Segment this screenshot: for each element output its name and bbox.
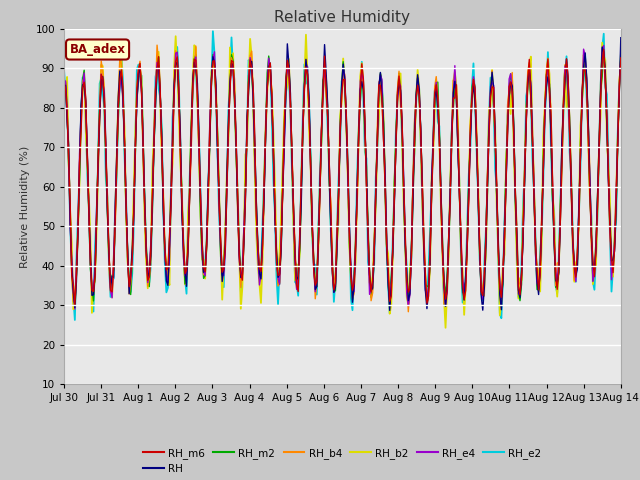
RH_e4 xyxy=(246,55,254,60)
RH_b4 xyxy=(404,309,412,314)
RH_b2 xyxy=(617,58,625,63)
RH_b4 xyxy=(589,268,596,274)
RH_e4 xyxy=(617,56,625,62)
RH_m2 xyxy=(60,77,68,83)
RH_m6 xyxy=(71,302,79,308)
Line: RH: RH xyxy=(64,38,621,311)
RH_b2 xyxy=(442,325,449,331)
RH_m2 xyxy=(617,48,625,54)
RH_e4 xyxy=(255,282,263,288)
RH_m6 xyxy=(130,210,138,216)
RH xyxy=(244,90,252,96)
RH_e4 xyxy=(600,43,607,48)
RH_m6 xyxy=(588,232,595,238)
RH xyxy=(303,72,311,78)
RH_m2 xyxy=(588,230,595,236)
RH_e4 xyxy=(130,212,138,218)
RH_e2 xyxy=(307,153,314,159)
RH_m6 xyxy=(246,57,254,63)
RH xyxy=(254,243,262,249)
RH_e4 xyxy=(305,103,313,109)
RH_b2 xyxy=(244,80,252,85)
RH_e2 xyxy=(130,221,138,227)
RH_b2 xyxy=(302,32,310,37)
RH_m6 xyxy=(305,105,313,111)
RH xyxy=(226,79,234,85)
RH_b2 xyxy=(60,81,68,87)
RH_b2 xyxy=(254,263,262,268)
RH_b4 xyxy=(255,270,263,276)
RH_e2 xyxy=(229,67,237,72)
RH xyxy=(588,233,595,239)
Line: RH_m6: RH_m6 xyxy=(64,49,621,305)
RH_e2 xyxy=(617,58,625,64)
RH_b4 xyxy=(153,42,161,48)
RH_m6 xyxy=(617,55,625,61)
RH_b2 xyxy=(129,248,136,254)
RH_e2 xyxy=(60,66,68,72)
RH_e2 xyxy=(589,279,596,285)
RH xyxy=(617,35,625,41)
RH_b4 xyxy=(60,87,68,93)
RH_m2 xyxy=(244,72,252,78)
RH_e2 xyxy=(248,73,255,79)
RH_b2 xyxy=(589,281,596,287)
RH_b4 xyxy=(246,53,254,59)
RH_m2 xyxy=(404,302,412,308)
Line: RH_b2: RH_b2 xyxy=(64,35,621,328)
Line: RH_e2: RH_e2 xyxy=(64,31,621,320)
RH_e2 xyxy=(71,317,79,323)
RH_m6 xyxy=(60,79,68,85)
RH_m6 xyxy=(255,265,263,271)
RH_e4 xyxy=(588,224,595,229)
RH_e4 xyxy=(71,306,79,312)
RH xyxy=(129,246,136,252)
Legend: RH_m6, RH, RH_m2, RH_b4, RH_b2, RH_e4, RH_e2: RH_m6, RH, RH_m2, RH_b4, RH_b2, RH_e4, R… xyxy=(139,444,546,478)
RH_e2 xyxy=(257,264,265,270)
RH_m2 xyxy=(254,249,262,255)
RH_b2 xyxy=(305,126,313,132)
RH_e2 xyxy=(209,28,217,34)
RH_m6 xyxy=(228,58,236,63)
RH_b4 xyxy=(129,254,136,260)
RH_b4 xyxy=(617,60,625,66)
RH_m2 xyxy=(129,257,136,263)
Title: Relative Humidity: Relative Humidity xyxy=(275,10,410,25)
RH_e4 xyxy=(228,61,236,67)
Line: RH_b4: RH_b4 xyxy=(64,45,621,312)
RH_m2 xyxy=(600,48,607,54)
RH xyxy=(386,308,394,313)
RH xyxy=(60,91,68,96)
RH_m6 xyxy=(600,47,607,52)
Line: RH_m2: RH_m2 xyxy=(64,51,621,305)
Y-axis label: Relative Humidity (%): Relative Humidity (%) xyxy=(20,145,30,267)
RH_b4 xyxy=(228,55,236,60)
Line: RH_e4: RH_e4 xyxy=(64,46,621,309)
RH_b4 xyxy=(305,109,313,115)
RH_e4 xyxy=(60,90,68,96)
RH_m2 xyxy=(303,72,311,77)
RH_m2 xyxy=(226,85,234,91)
RH_b2 xyxy=(226,45,234,50)
Text: BA_adex: BA_adex xyxy=(70,43,125,56)
